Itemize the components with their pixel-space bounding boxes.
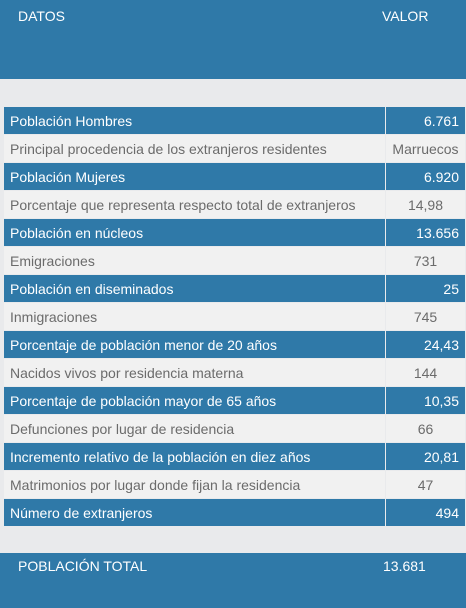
row-value: 731 xyxy=(386,247,465,274)
row-value: 6.920 xyxy=(386,163,465,190)
row-label: Incremento relativo de la población en d… xyxy=(4,443,385,470)
row-label: Matrimonios por lugar donde fijan la res… xyxy=(4,471,385,498)
column-header-valor: VALOR xyxy=(382,8,429,24)
table-row: Población Mujeres 6.920 xyxy=(4,163,465,190)
column-header-datos: DATOS xyxy=(18,8,65,24)
table-row: Incremento relativo de la población en d… xyxy=(4,443,465,470)
table-row: Población Hombres 6.761 xyxy=(4,107,465,134)
row-value: 14,98 xyxy=(386,191,465,218)
table-row: Población en núcleos 13.656 xyxy=(4,219,465,246)
row-value: 47 xyxy=(386,471,465,498)
table-row: Porcentaje que representa respecto total… xyxy=(4,191,465,218)
row-label: Población en núcleos xyxy=(4,219,385,246)
total-value: 13.681 xyxy=(383,558,426,574)
row-label: Inmigraciones xyxy=(4,303,385,330)
data-table: Población Hombres 6.761 Principal proceden… xyxy=(4,107,465,527)
row-label: Población Mujeres xyxy=(4,163,385,190)
table-row: Número de extranjeros 494 xyxy=(4,499,465,526)
total-bar: POBLACIÓN TOTAL 13.681 xyxy=(0,553,466,608)
table-row: Población en diseminados 25 xyxy=(4,275,465,302)
table-row: Defunciones por lugar de residencia 66 xyxy=(4,415,465,442)
row-value: 144 xyxy=(386,359,465,386)
row-value: 24,43 xyxy=(386,331,465,358)
table-row: Inmigraciones 745 xyxy=(4,303,465,330)
table-row: Porcentaje de población menor de 20 años… xyxy=(4,331,465,358)
row-label: Porcentaje de población mayor de 65 años xyxy=(4,387,385,414)
total-label: POBLACIÓN TOTAL xyxy=(18,558,148,574)
row-label: Nacidos vivos por residencia materna xyxy=(4,359,385,386)
table-row: Nacidos vivos por residencia materna 144 xyxy=(4,359,465,386)
row-label: Porcentaje que representa respecto total… xyxy=(4,191,385,218)
row-value: 6.761 xyxy=(386,107,465,134)
row-label: Principal procedencia de los extranjeros… xyxy=(4,135,385,162)
row-value: 494 xyxy=(386,499,465,526)
row-value: Marruecos xyxy=(386,135,465,162)
row-label: Emigraciones xyxy=(4,247,385,274)
row-value: 20,81 xyxy=(386,443,465,470)
row-label: Defunciones por lugar de residencia xyxy=(4,415,385,442)
row-value: 25 xyxy=(386,275,465,302)
row-label: Número de extranjeros xyxy=(4,499,385,526)
row-label: Población en diseminados xyxy=(4,275,385,302)
table-row: Matrimonios por lugar donde fijan la res… xyxy=(4,471,465,498)
row-value: 66 xyxy=(386,415,465,442)
table-row: Principal procedencia de los extranjeros… xyxy=(4,135,465,162)
row-label: Porcentaje de población menor de 20 años xyxy=(4,331,385,358)
table-header: DATOS VALOR xyxy=(0,0,466,79)
row-value: 10,35 xyxy=(386,387,465,414)
row-value: 745 xyxy=(386,303,465,330)
table-row: Emigraciones 731 xyxy=(4,247,465,274)
table-row: Porcentaje de población mayor de 65 años… xyxy=(4,387,465,414)
row-label: Población Hombres xyxy=(4,107,385,134)
row-value: 13.656 xyxy=(386,219,465,246)
